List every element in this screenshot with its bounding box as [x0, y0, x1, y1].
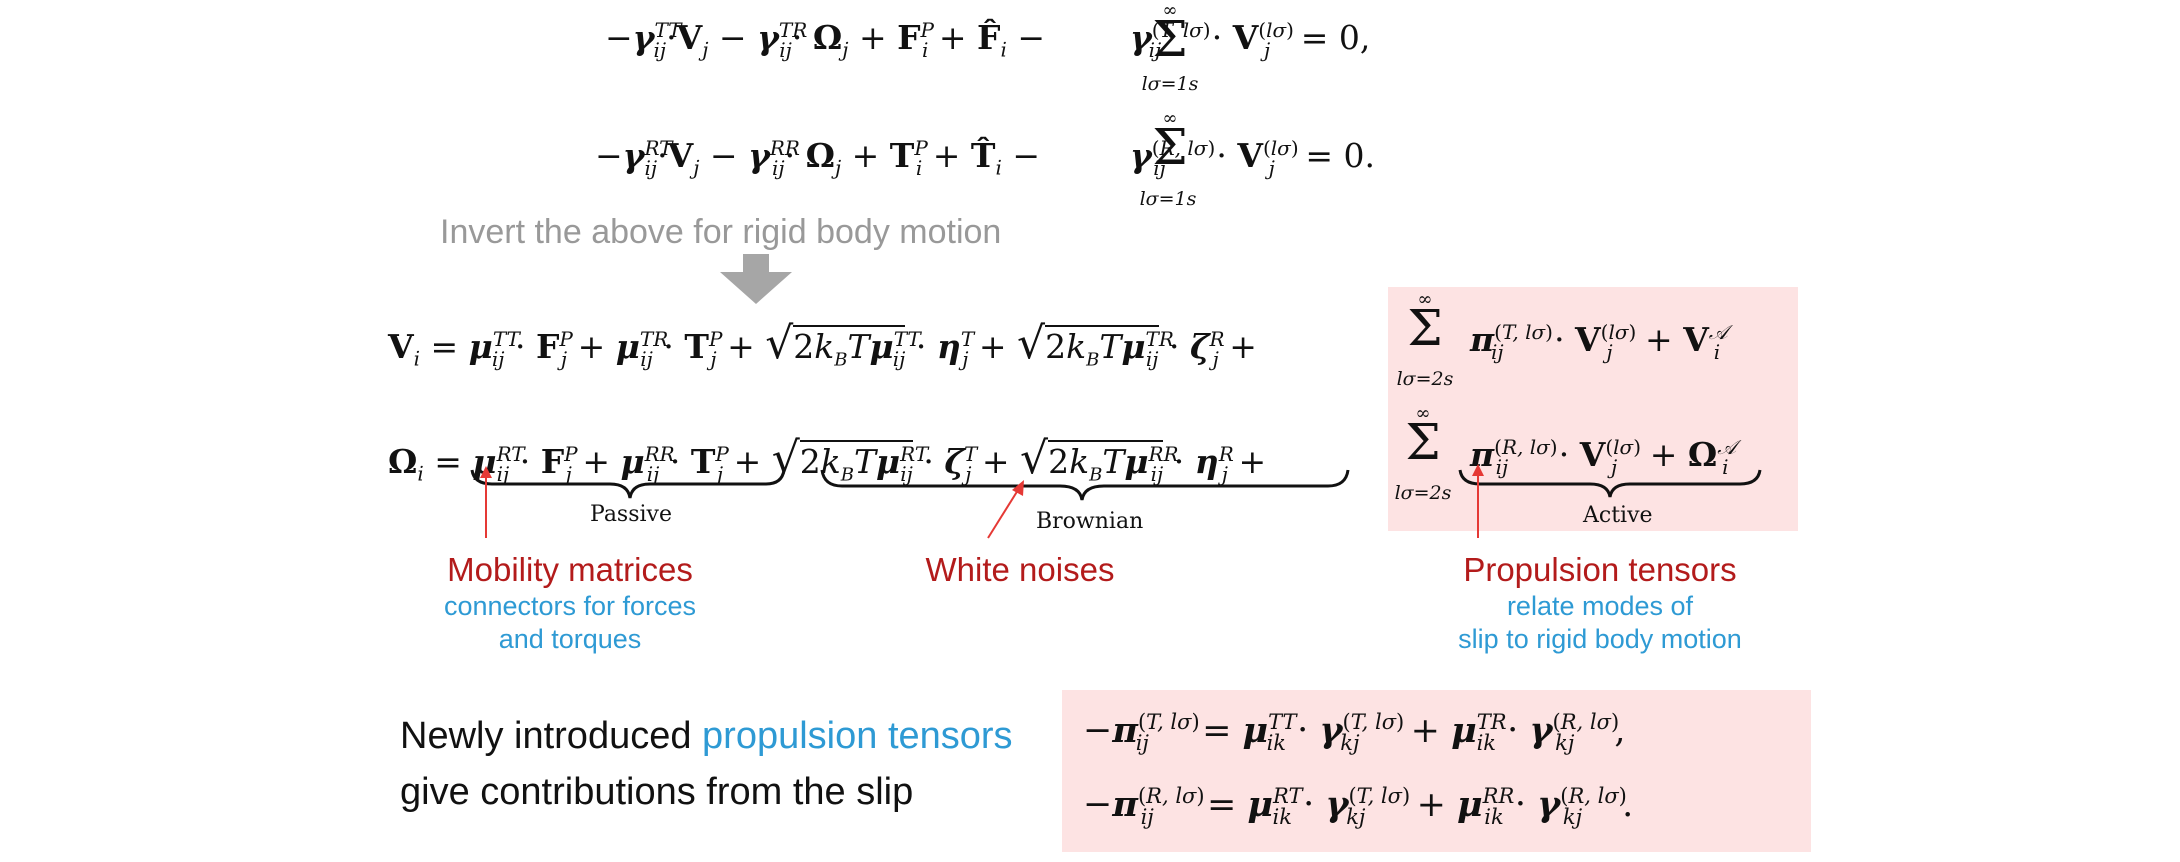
- sum-upper-mid-2: ∞: [1415, 403, 1431, 424]
- brownian-brace: [820, 469, 1350, 501]
- propulsion-tensor-equations-highlight: [1062, 690, 1811, 852]
- passive-brace: [470, 469, 786, 499]
- invert-caption: Invert the above for rigid body motion: [440, 213, 1002, 251]
- sum-sigma-mid-2: Σ: [1405, 413, 1441, 471]
- passive-label: Passive: [590, 502, 672, 527]
- propulsion-tensors-label: Propulsion tensors: [1463, 551, 1737, 588]
- pi-rotational-equation: −π(R, lσ)ij = μRTik · γ(T, lσ)kj + μRRik…: [1083, 783, 1634, 829]
- mobility-desc-line-1: connectors for forces: [443, 591, 697, 621]
- sum-sigma-top-2: Σ: [1152, 118, 1188, 176]
- sum-lower-limit-top-1: lσ=1s: [1141, 73, 1199, 95]
- mobility-matrices-description: connectors for forces and torques: [420, 590, 720, 656]
- active-term-highlight: [1388, 287, 1798, 531]
- sum-sigma-top-1: Σ: [1152, 10, 1188, 68]
- brownian-label: Brownian: [1036, 509, 1144, 534]
- slip-contribution-text: Newly introduced propulsion tensors give…: [400, 708, 1013, 820]
- sum-upper-mid-1: ∞: [1417, 289, 1433, 310]
- torque-balance-equation: −γRTij·Vj − γRRij· Ωj + TPi + T̂i −: [595, 136, 1040, 180]
- velocity-active-term: π(T, lσ)ij · V(lσ)j + V𝒜i: [1470, 320, 1728, 364]
- torque-sum-term: γ(R, lσ)ij · V(lσ)j = 0.: [1130, 136, 1375, 180]
- propulsion-tensors-highlight: propulsion tensors: [702, 715, 1013, 757]
- active-brace: [1458, 469, 1762, 498]
- sum-lower-limit-mid-1: lσ=2s: [1396, 368, 1454, 390]
- propulsion-pointer-arrow: [1472, 464, 1484, 538]
- force-balance-equation: −γTTij·Vj − γTRij· Ωj + FPi + F̂i −: [605, 18, 1046, 62]
- noise-pointer-arrow: [987, 480, 1024, 539]
- mobility-desc-line-2: and torques: [498, 624, 642, 654]
- propulsion-desc-line-2: slip to rigid body motion: [1458, 624, 1742, 654]
- sum-symbol-top-1: ∞: [1162, 0, 1178, 21]
- force-sum-term: γ(T, lσ)ij · V(lσ)j = 0,: [1130, 18, 1371, 62]
- angular-active-term: π(R, lσ)ij · V(lσ)j + Ω𝒜i: [1470, 435, 1737, 479]
- mobility-matrices-label: Mobility matrices: [447, 551, 693, 588]
- white-noises-label: White noises: [925, 551, 1115, 588]
- propulsion-tensors-description: relate modes of slip to rigid body motio…: [1430, 590, 1770, 656]
- sum-sigma-mid-1: Σ: [1407, 299, 1443, 357]
- active-label: Active: [1583, 503, 1653, 528]
- slip-text-line-2: give contributions from the slip: [400, 771, 914, 813]
- sum-lower-limit-top-2: lσ=1s: [1139, 188, 1197, 210]
- angular-velocity-equation: Ωi = μRTij · FPj + μRRij · TPj + √2kBTμR…: [388, 433, 1267, 486]
- down-arrow-icon: [720, 254, 792, 304]
- sum-lower-limit-mid-2: lσ=2s: [1394, 482, 1452, 504]
- mobility-pointer-arrow: [480, 466, 492, 538]
- pi-translational-equation: −π(T, lσ)ij = μTTik · γ(T, lσ)kj + μTRik…: [1083, 709, 1626, 755]
- slip-text-line-1: Newly introduced propulsion tensors: [400, 715, 1013, 757]
- sum-symbol-top-2: ∞: [1162, 108, 1178, 129]
- velocity-equation: Vi = μTTij · FPj + μTRij · TPj + √2kBTμT…: [388, 318, 1257, 371]
- propulsion-desc-line-1: relate modes of: [1506, 591, 1694, 621]
